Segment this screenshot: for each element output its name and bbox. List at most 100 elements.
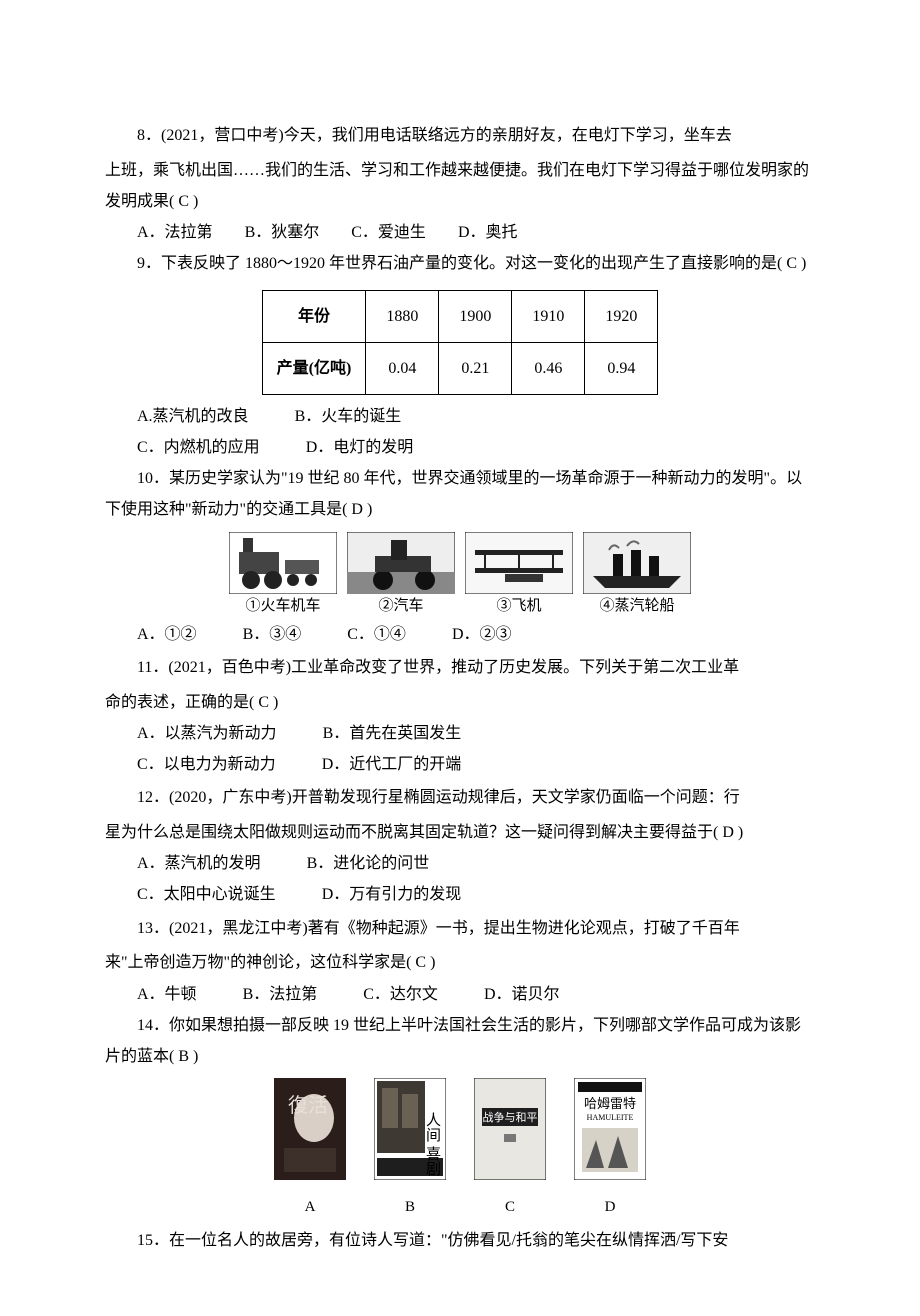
q10-cap-3: ③飞机 xyxy=(465,596,573,617)
q9-y2: 1900 xyxy=(439,290,512,342)
q9-opt-b: B．火车的诞生 xyxy=(295,408,402,425)
locomotive-icon xyxy=(229,532,337,594)
q11-options-1: A．以蒸汽为新动力 B．首先在英国发生 xyxy=(105,718,815,749)
q14-cap-d: D xyxy=(574,1193,646,1222)
q8-stem-line2: 上班，乘飞机出国……我们的生活、学习和工作越来越便捷。我们在电灯下学习得益于哪位… xyxy=(105,155,815,217)
book-cover-war-and-peace-icon: 战争与和平 xyxy=(474,1078,546,1180)
q13-stem-line2: 来"上帝创造万物"的神创论，这位科学家是( C ) xyxy=(105,947,815,978)
q9-v2: 0.21 xyxy=(439,342,512,394)
q13-stem-line1: 13．(2021，黑龙江中考)著有《物种起源》一书，提出生物进化论观点，打破了千… xyxy=(105,911,815,948)
table-row: 产量(亿吨) 0.04 0.21 0.46 0.94 xyxy=(262,342,658,394)
q9-table: 年份 1880 1900 1910 1920 产量(亿吨) 0.04 0.21 … xyxy=(262,290,659,395)
automobile-icon xyxy=(347,532,455,594)
q12-opt-a: A．蒸汽机的发明 xyxy=(137,855,261,872)
q9-v3: 0.46 xyxy=(512,342,585,394)
q11-source: 百色中考 xyxy=(222,659,286,676)
q12-stem-line2: 星为什么总是围绕太阳做规则运动而不脱离其固定轨道？这一疑问得到解决主要得益于( … xyxy=(105,817,815,848)
q9-options-2: C．内燃机的应用 D．电灯的发明 xyxy=(105,432,815,463)
q11-opt-d: D．近代工厂的开端 xyxy=(322,756,462,773)
q10-opt-a: A．①② xyxy=(137,626,197,643)
q13-opt-a: A．牛顿 xyxy=(137,986,197,1003)
q11-options-2: C．以电力为新动力 D．近代工厂的开端 xyxy=(105,749,815,780)
q11-stem-line2: 命的表述，正确的是( C ) xyxy=(105,687,815,718)
q11-opt-b: B．首先在英国发生 xyxy=(323,725,462,742)
svg-text:喜剧: 喜剧 xyxy=(424,1146,441,1176)
q12-opt-b: B．进化论的问世 xyxy=(307,855,430,872)
q10-cap-2: ②汽车 xyxy=(347,596,455,617)
q9-v1: 0.04 xyxy=(366,342,439,394)
q14-cap-b: B xyxy=(374,1193,446,1222)
airplane-icon xyxy=(465,532,573,594)
q14-book-d: 哈姆雷特 HAMULEITE D xyxy=(574,1078,646,1222)
q9-opt-c: C．内燃机的应用 xyxy=(137,439,260,456)
book-cover-human-comedy-icon: 人间 喜剧 xyxy=(374,1078,446,1180)
q10-cap-1: ①火车机车 xyxy=(229,596,337,617)
q14-cap-a: A xyxy=(274,1193,346,1222)
q14-book-a: 復活 A xyxy=(274,1078,346,1222)
q12-opt-d: D．万有引力的发现 xyxy=(322,886,462,903)
q9-hdr-year: 年份 xyxy=(262,290,366,342)
q9-y3: 1910 xyxy=(512,290,585,342)
q10-fig-3: ③飞机 xyxy=(465,532,573,617)
q12-stem-line1: 12．(2020，广东中考)开普勒发现行星椭圆运动规律后，天文学家仍面临一个问题… xyxy=(105,780,815,817)
q8-opt-a: A．法拉第 xyxy=(137,224,213,241)
q10-figure-row: ①火车机车 ②汽车 xyxy=(105,532,815,617)
q10-stem: 10．某历史学家认为"19 世纪 80 年代，世界交通领域里的一场革命源于一种新… xyxy=(105,463,815,525)
q14-book-row: 復活 A 人间 喜剧 B 战争与和平 C xyxy=(105,1078,815,1222)
q9-options-1: A.蒸汽机的改良 B．火车的诞生 xyxy=(105,401,815,432)
q8-opt-b: B．狄塞尔 xyxy=(245,224,320,241)
q13-stem-a: 13．(2021， xyxy=(137,920,222,937)
q9-opt-a: A.蒸汽机的改良 xyxy=(137,408,249,425)
q9-hdr-prod: 产量(亿吨) xyxy=(262,342,366,394)
book-cover-hamlet-icon: 哈姆雷特 HAMULEITE xyxy=(574,1078,646,1180)
q13-stem-b: )著有《物种起源》一书，提出生物进化论观点，打破了千百年 xyxy=(302,920,739,937)
q8-stem-line1: 8．(2021，营口中考)今天，我们用电话联络远方的亲朋好友，在电灯下学习，坐车… xyxy=(105,118,815,155)
svg-text:復活: 復活 xyxy=(288,1094,328,1117)
svg-text:HAMULEITE: HAMULEITE xyxy=(587,1113,634,1122)
q14-book-b: 人间 喜剧 B xyxy=(374,1078,446,1222)
steamship-icon xyxy=(583,532,691,594)
q13-options: A．牛顿 B．法拉第 C．达尔文 D．诺贝尔 xyxy=(105,979,815,1010)
q8-opt-c: C．爱迪生 xyxy=(351,224,426,241)
q14-stem: 14．你如果想拍摄一部反映 19 世纪上半叶法国社会生活的影片，下列哪部文学作品… xyxy=(105,1010,815,1072)
q8-stem-b: )今天，我们用电话联络远方的亲朋好友，在电灯下学习，坐车去 xyxy=(278,127,731,144)
q12-opt-c: C．太阳中心说诞生 xyxy=(137,886,276,903)
q10-opt-d: D．②③ xyxy=(452,626,512,643)
q11-opt-a: A．以蒸汽为新动力 xyxy=(137,725,277,742)
svg-text:战争与和平: 战争与和平 xyxy=(483,1110,538,1124)
svg-text:人间: 人间 xyxy=(424,1112,441,1143)
q12-stem-b: )开普勒发现行星椭圆运动规律后，天文学家仍面临一个问题：行 xyxy=(286,789,739,806)
q8-options: A．法拉第 B．狄塞尔 C．爱迪生 D．奥托 xyxy=(105,217,815,248)
q11-stem-a: 11．(2021， xyxy=(137,659,222,676)
q10-options: A．①② B．③④ C．①④ D．②③ xyxy=(105,619,815,650)
q15-stem: 15．在一位名人的故居旁，有位诗人写道："仿佛看见/托翁的笔尖在纵情挥洒/写下安 xyxy=(105,1225,815,1256)
q14-cap-c: C xyxy=(474,1193,546,1222)
q10-fig-1: ①火车机车 xyxy=(229,532,337,617)
q10-opt-c: C．①④ xyxy=(347,626,406,643)
svg-text:哈姆雷特: 哈姆雷特 xyxy=(584,1096,636,1111)
q13-opt-d: D．诺贝尔 xyxy=(484,986,560,1003)
q12-source: 广东中考 xyxy=(222,789,286,806)
q13-opt-b: B．法拉第 xyxy=(243,986,318,1003)
q9-stem: 9．下表反映了 1880～1920 年世界石油产量的变化。对这一变化的出现产生了… xyxy=(105,248,815,279)
q9-v4: 0.94 xyxy=(585,342,658,394)
q10-fig-2: ②汽车 xyxy=(347,532,455,617)
q9-opt-d: D．电灯的发明 xyxy=(306,439,414,456)
q12-options-2: C．太阳中心说诞生 D．万有引力的发现 xyxy=(105,879,815,910)
q14-book-c: 战争与和平 C xyxy=(474,1078,546,1222)
q10-cap-4: ④蒸汽轮船 xyxy=(583,596,691,617)
book-cover-resurrection-icon: 復活 xyxy=(274,1078,346,1180)
q11-stem-b: )工业革命改变了世界，推动了历史发展。下列关于第二次工业革 xyxy=(286,659,739,676)
q10-fig-4: ④蒸汽轮船 xyxy=(583,532,691,617)
q11-opt-c: C．以电力为新动力 xyxy=(137,756,276,773)
q12-options-1: A．蒸汽机的发明 B．进化论的问世 xyxy=(105,848,815,879)
q10-opt-b: B．③④ xyxy=(243,626,302,643)
q8-opt-d: D．奥托 xyxy=(458,224,518,241)
q13-opt-c: C．达尔文 xyxy=(363,986,438,1003)
q9-y4: 1920 xyxy=(585,290,658,342)
q13-source: 黑龙江中考 xyxy=(222,920,302,937)
q8-stem-a: 8．(2021， xyxy=(137,127,214,144)
q12-stem-a: 12．(2020， xyxy=(137,789,222,806)
q8-source: 营口中考 xyxy=(214,127,278,144)
q11-stem-line1: 11．(2021，百色中考)工业革命改变了世界，推动了历史发展。下列关于第二次工… xyxy=(105,650,815,687)
